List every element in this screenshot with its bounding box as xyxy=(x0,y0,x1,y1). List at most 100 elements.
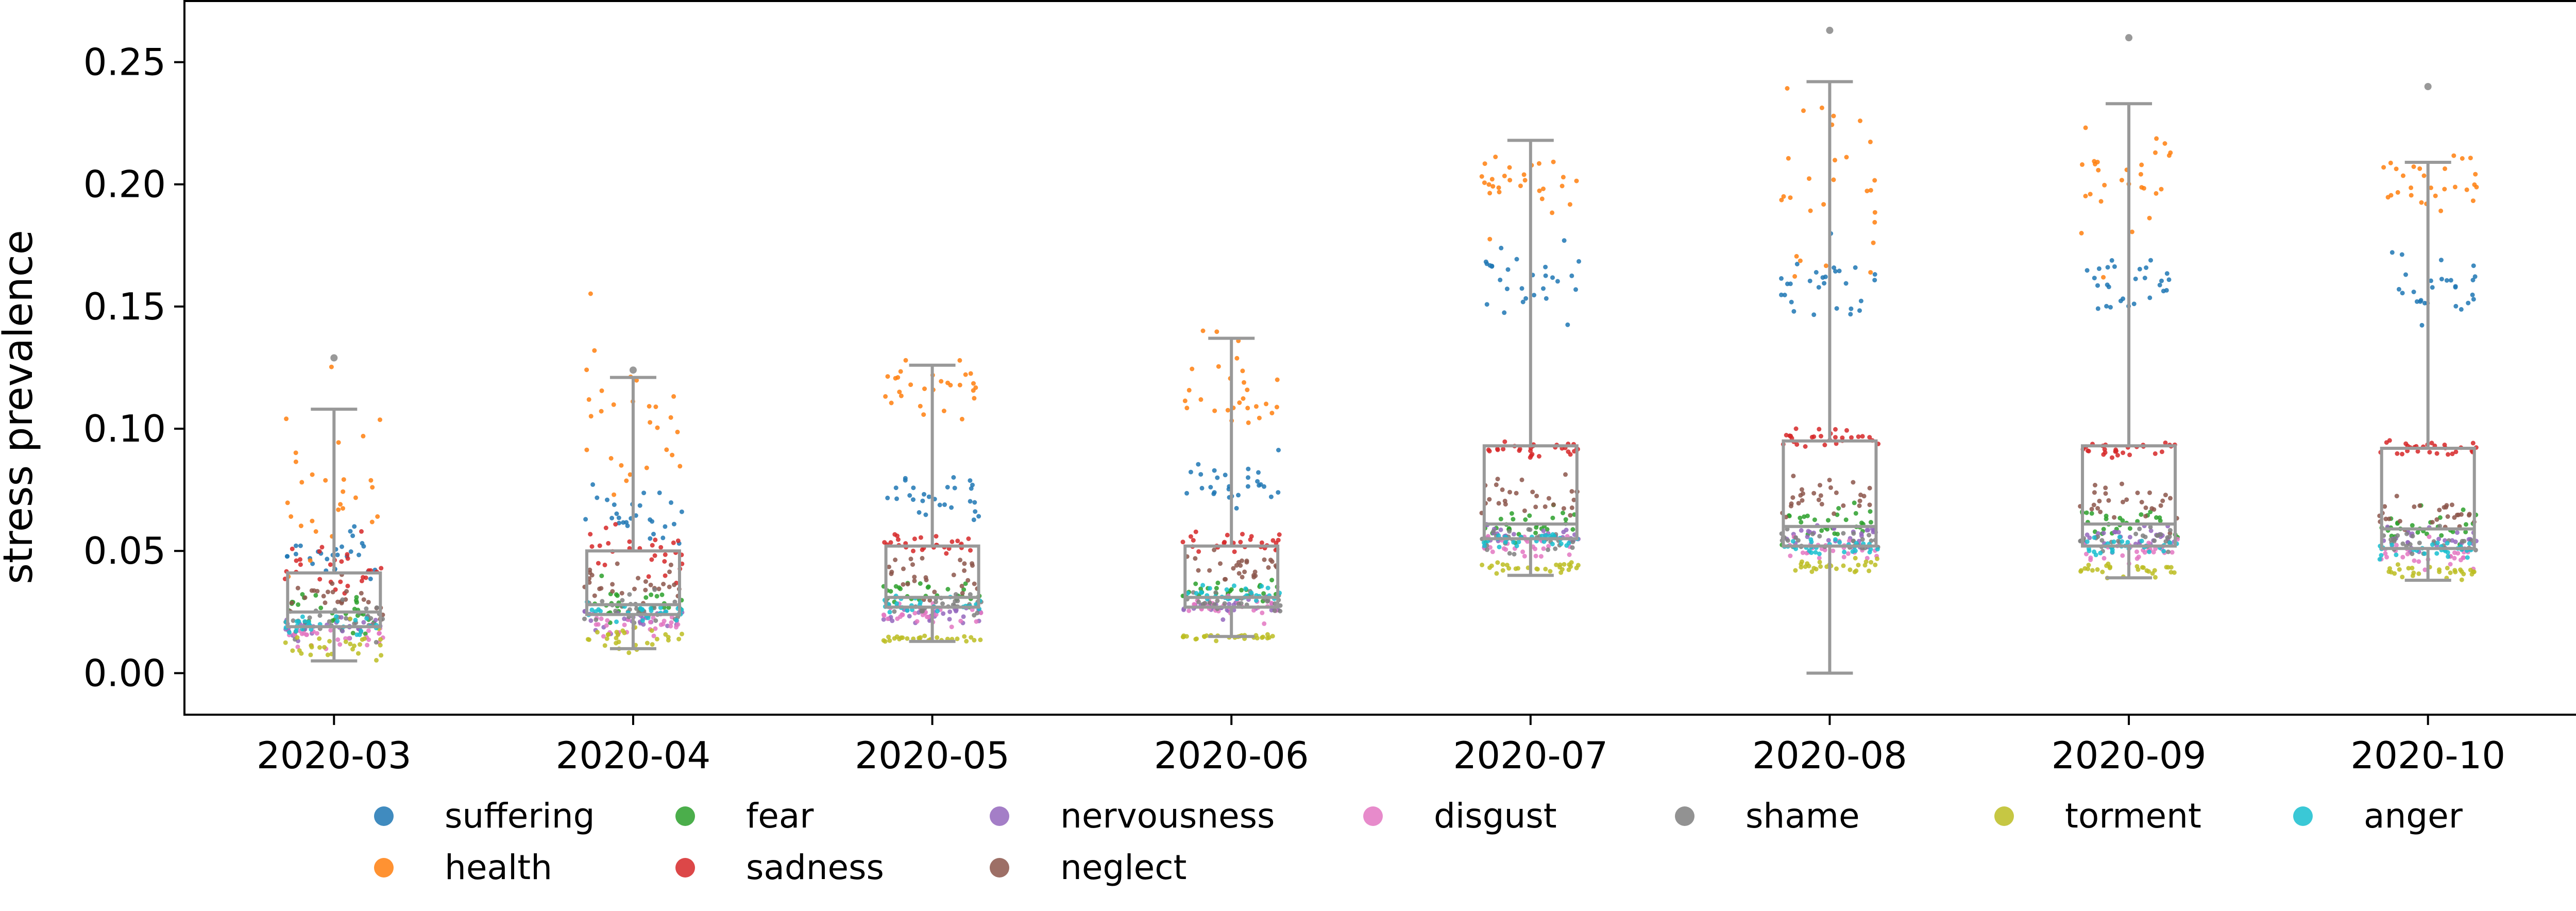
strip-point-torment xyxy=(2168,570,2174,575)
strip-point-anger xyxy=(1207,586,1212,591)
strip-point-torment xyxy=(317,636,322,641)
x-tick-label: 2020-06 xyxy=(1154,734,1309,777)
strip-point-suffering xyxy=(2453,303,2459,309)
strip-point-anger xyxy=(648,606,653,611)
strip-point-sadness xyxy=(339,559,344,564)
strip-point-neglect xyxy=(1507,490,1512,495)
strip-point-disgust xyxy=(2084,551,2089,556)
strip-point-suffering xyxy=(2148,258,2153,263)
strip-point-suffering xyxy=(2453,284,2458,289)
strip-point-suffering xyxy=(2118,298,2123,303)
strip-point-suffering xyxy=(907,493,912,498)
strip-point-fear xyxy=(1868,520,1873,525)
strip-point-health xyxy=(1269,411,1275,416)
strip-point-neglect xyxy=(335,599,341,604)
y-tick-label: 0.00 xyxy=(83,651,166,695)
strip-point-nervousness xyxy=(1511,532,1516,537)
strip-point-suffering xyxy=(1212,468,1217,473)
strip-point-torment xyxy=(2471,569,2476,575)
strip-point-health xyxy=(299,480,304,485)
strip-point-health xyxy=(2438,208,2444,213)
strip-point-suffering xyxy=(1498,277,1503,282)
strip-point-torment xyxy=(1817,560,1822,565)
strip-point-anger xyxy=(2139,538,2144,544)
strip-point-health xyxy=(2472,182,2477,187)
strip-point-neglect xyxy=(1551,502,1556,507)
strip-point-neglect xyxy=(1253,573,1258,578)
strip-point-sadness xyxy=(2400,451,2404,457)
strip-point-disgust xyxy=(924,614,929,619)
strip-point-health xyxy=(973,385,978,390)
strip-point-torment xyxy=(2459,577,2464,582)
strip-point-suffering xyxy=(926,494,931,499)
legend-marker xyxy=(1994,806,2014,826)
strip-point-suffering xyxy=(1199,485,1205,491)
strip-point-suffering xyxy=(1505,267,1511,272)
strip-point-sadness xyxy=(1191,538,1196,543)
strip-point-disgust xyxy=(346,636,351,641)
strip-point-suffering xyxy=(923,512,928,517)
strip-point-suffering xyxy=(1184,491,1189,496)
strip-point-health xyxy=(670,452,675,458)
strip-point-health xyxy=(1819,105,1824,110)
strip-point-torment xyxy=(1867,568,1872,573)
strip-point-torment xyxy=(922,633,927,638)
strip-point-sadness xyxy=(1849,435,1854,440)
strip-point-health xyxy=(1872,210,1877,215)
box-2020-08 xyxy=(1782,26,1878,675)
strip-point-neglect xyxy=(1811,491,1817,496)
strip-point-sadness xyxy=(671,540,676,545)
strip-point-suffering xyxy=(340,544,344,549)
strip-point-disgust xyxy=(669,620,674,625)
strip-point-anger xyxy=(1793,546,1799,551)
strip-point-sadness xyxy=(328,562,333,567)
strip-point-fear xyxy=(945,587,951,592)
strip-point-shame xyxy=(2099,538,2105,543)
strip-point-neglect xyxy=(2106,498,2111,503)
strip-point-shame xyxy=(2388,537,2394,542)
strip-point-sadness xyxy=(955,538,960,544)
strip-point-neglect xyxy=(656,586,662,592)
strip-point-anger xyxy=(2110,547,2115,552)
strip-point-health xyxy=(1521,172,1527,177)
strip-point-anger xyxy=(614,619,619,625)
strip-point-neglect xyxy=(1500,487,1505,492)
strip-point-health xyxy=(1844,155,1849,160)
strip-point-suffering xyxy=(952,485,957,491)
strip-point-sadness xyxy=(1222,539,1227,545)
strip-point-neglect xyxy=(330,589,335,595)
strip-point-anger xyxy=(674,618,679,623)
strip-point-neglect xyxy=(610,582,615,587)
strip-point-fear xyxy=(1812,517,1817,522)
strip-point-suffering xyxy=(2137,266,2142,272)
strip-point-torment xyxy=(1260,634,1265,639)
strip-point-sadness xyxy=(888,540,893,545)
strip-point-neglect xyxy=(2143,505,2148,510)
strip-point-health xyxy=(939,379,944,384)
strip-point-shame xyxy=(1278,609,1283,614)
strip-point-suffering xyxy=(671,521,676,527)
strip-point-shame xyxy=(1484,547,1489,552)
strip-point-disgust xyxy=(949,625,954,630)
strip-point-disgust xyxy=(2448,562,2453,567)
strip-point-sadness xyxy=(675,538,681,543)
strip-point-health xyxy=(2411,164,2416,169)
strip-point-health xyxy=(1216,364,1221,369)
strip-point-fear xyxy=(1498,516,1503,521)
strip-point-shame xyxy=(1810,531,1815,536)
strip-point-shame xyxy=(2133,531,2139,536)
strip-point-suffering xyxy=(968,478,973,483)
strip-point-fear xyxy=(2101,527,2106,532)
strip-point-shame xyxy=(953,592,958,597)
strip-point-torment xyxy=(1869,560,1874,565)
strip-point-torment xyxy=(2388,570,2394,575)
strip-point-sadness xyxy=(2102,447,2107,452)
strip-point-torment xyxy=(1204,633,1209,638)
strip-point-fear xyxy=(2439,533,2444,538)
strip-point-suffering xyxy=(2131,301,2137,307)
strip-point-torment xyxy=(2416,571,2421,576)
strip-point-health xyxy=(1821,202,1826,207)
strip-point-suffering xyxy=(2109,258,2114,263)
strip-point-neglect xyxy=(643,587,648,593)
strip-point-health xyxy=(1234,356,1240,361)
